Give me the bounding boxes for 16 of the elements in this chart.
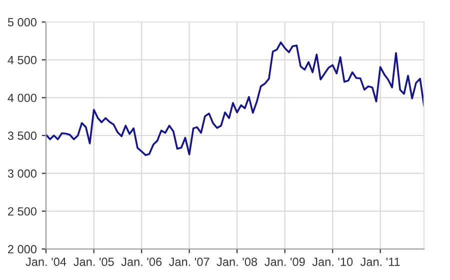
x-tick-label: Jan. '07 (169, 258, 210, 266)
x-tick-label: Jan. '08 (216, 258, 258, 266)
x-tick-label: Jan. '06 (121, 258, 162, 266)
y-tick-label: 3 500 (8, 132, 37, 140)
y-tick-label: 3 000 (8, 169, 37, 178)
x-tick-label: Jan. '10 (312, 258, 353, 266)
y-tick-label: 4 000 (8, 94, 37, 102)
y-tick-label: 5 000 (8, 18, 37, 26)
x-tick-label: Jan. '05 (74, 258, 114, 266)
y-tick-label: 2 500 (8, 207, 37, 216)
x-tick-label: Jan. '11 (360, 258, 400, 266)
x-tick-label: Jan. '04 (26, 258, 66, 266)
y-tick-label: 2 000 (8, 245, 37, 254)
x-tick-label: Jan. '09 (264, 258, 305, 266)
y-tick-label: 4 500 (8, 56, 37, 64)
line-series (46, 42, 424, 156)
